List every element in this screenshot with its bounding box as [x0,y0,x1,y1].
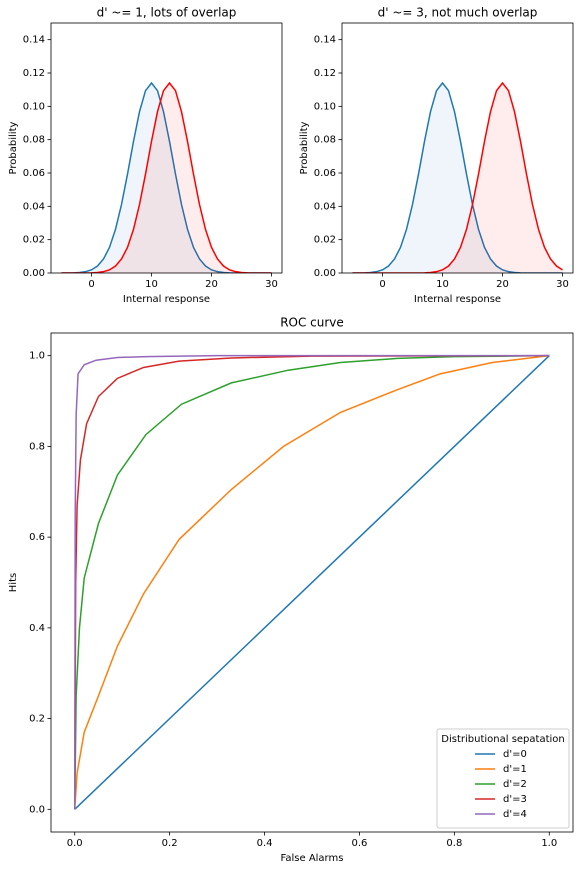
legend-title: Distributional sepatation [441,734,564,745]
legend-label: d'=4 [503,809,527,820]
x-tick-label: 0 [379,279,385,290]
series-line [73,354,550,810]
legend-box [436,728,570,829]
x-tick-label: 30 [556,279,569,290]
y-tick-label: 0.06 [23,168,45,179]
series-line [74,355,550,810]
y-tick-label: 0.12 [314,68,336,79]
x-tick-label: 0.6 [352,838,368,849]
y-tick-label: 0.4 [29,623,45,634]
y-tick-label: 0.08 [314,135,336,146]
x-tick-label: 0 [88,279,94,290]
area-fill [61,83,272,273]
plot-area [61,81,272,273]
series-line [352,81,563,273]
y-tick-label: 1.0 [29,351,45,362]
x-tick-label: 10 [436,279,449,290]
y-axis-label: Probability [299,121,310,174]
x-tick-label: 20 [496,279,509,290]
y-tick-label: 0.06 [314,168,336,179]
y-tick-label: 0.6 [29,532,45,543]
x-axis-label: Internal response [414,294,501,305]
y-tick-label: 0.04 [23,201,45,212]
y-tick-label: 0.2 [29,714,45,725]
y-tick-label: 0.00 [314,268,336,279]
area-fill [61,83,272,273]
y-tick-label: 0.14 [23,35,45,46]
plot-area [73,354,550,810]
x-tick-label: 20 [205,279,218,290]
y-tick-label: 0.10 [23,101,45,112]
x-tick-label: 10 [145,279,158,290]
y-tick-label: 0.08 [23,135,45,146]
x-tick-label: 0.0 [67,838,83,849]
y-tick-label: 0.12 [23,68,45,79]
axes-frame [50,22,283,274]
series-line [73,354,550,810]
y-axis-label: Probability [8,121,19,174]
y-tick-label: 0.10 [314,101,336,112]
legend-label: d'=2 [503,779,527,790]
y-tick-label: 0.8 [29,441,45,452]
series-line [61,81,272,273]
x-tick-label: 30 [265,279,278,290]
y-axis-label: Hits [8,573,19,592]
series-line [73,354,550,810]
x-axis-label: Internal response [123,294,210,305]
legend: Distributional sepatation d'=0 d'=1 d'=2 d'=… [436,728,570,829]
area-fill [352,83,563,273]
x-tick-label: 0.8 [446,838,462,849]
y-tick-label: 0.00 [23,268,45,279]
series-line [352,81,563,273]
x-tick-label: 0.2 [162,838,178,849]
series-line [73,354,550,810]
y-tick-label: 0.02 [314,235,336,246]
x-tick-label: 1.0 [541,838,557,849]
y-tick-label: 0.0 [29,804,45,815]
chart-title: ROC curve [280,316,344,330]
axes-frame [341,22,574,274]
legend-label: d'=3 [503,794,527,805]
axes-frame [50,332,574,833]
area-fill [352,83,563,273]
legend-label: d'=1 [503,764,527,775]
series-line [61,81,272,273]
y-tick-label: 0.14 [314,35,336,46]
x-axis-label: False Alarms [281,853,344,864]
y-tick-label: 0.04 [314,201,336,212]
x-tick-label: 0.4 [257,838,273,849]
chart-title: d' ~= 3, not much overlap [378,6,538,20]
y-tick-label: 0.02 [23,235,45,246]
chart-title: d' ~= 1, lots of overlap [97,6,237,20]
legend-label: d'=0 [503,749,527,760]
plot-area [352,81,563,273]
